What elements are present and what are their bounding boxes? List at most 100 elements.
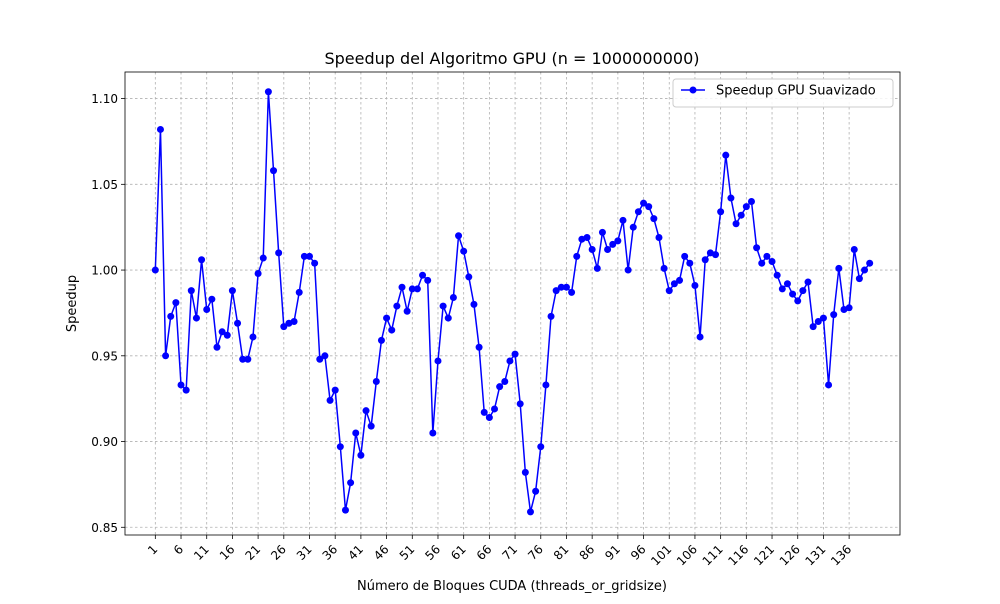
data-point	[434, 357, 442, 365]
y-tick-label: 0.85	[91, 521, 118, 535]
data-point	[547, 312, 555, 320]
data-point	[172, 299, 180, 307]
data-point	[609, 240, 617, 248]
x-tick-label: 11	[191, 542, 212, 563]
data-point	[198, 256, 206, 264]
data-point	[819, 314, 827, 322]
y-axis: 0.85 0.90 0.95 1.00 1.05 1.10	[91, 92, 125, 535]
data-point	[362, 407, 370, 415]
data-point	[449, 294, 457, 301]
data-point	[542, 381, 550, 389]
data-point	[413, 285, 421, 293]
data-point	[465, 273, 473, 281]
data-point	[604, 245, 612, 253]
data-point	[311, 259, 319, 267]
data-point	[203, 306, 211, 313]
x-axis-label: Número de Bloques CUDA (threads_or_grids…	[357, 579, 667, 594]
data-point	[372, 378, 380, 386]
data-point	[645, 203, 653, 211]
data-point	[259, 254, 267, 262]
data-point	[804, 278, 812, 286]
y-axis-label: Speedup	[65, 275, 80, 332]
data-point	[717, 208, 725, 216]
data-point	[727, 194, 735, 202]
data-point	[825, 381, 833, 389]
data-point	[393, 302, 401, 310]
data-point	[783, 280, 791, 288]
data-point	[573, 252, 581, 260]
x-tick-label: 56	[422, 542, 443, 563]
data-point	[866, 259, 874, 267]
x-tick-label: 126	[777, 542, 803, 568]
x-tick-label: 31	[294, 542, 315, 563]
x-tick-label: 101	[648, 542, 674, 568]
data-point	[670, 280, 678, 288]
data-point	[352, 429, 360, 437]
data-point	[742, 203, 750, 211]
data-point	[732, 220, 740, 228]
plot-area	[125, 72, 900, 535]
data-point	[773, 271, 781, 279]
data-point	[455, 232, 463, 240]
data-point	[218, 328, 226, 336]
data-point	[321, 352, 329, 360]
data-point	[234, 319, 242, 327]
data-point	[501, 378, 509, 386]
data-point	[192, 314, 200, 322]
x-axis: 1 6 11 16 21 26 31 36 41 46 51 56 61 66 71 76 81 86 91 96 10…	[145, 535, 854, 568]
x-tick-label: 36	[320, 542, 341, 563]
data-point	[593, 264, 601, 272]
data-point	[162, 352, 170, 360]
data-point	[737, 211, 745, 219]
data-point	[306, 252, 313, 260]
data-point	[177, 381, 185, 389]
data-point	[300, 252, 308, 260]
data-point	[403, 307, 411, 315]
data-point	[511, 350, 519, 358]
data-point	[213, 343, 221, 351]
y-tick-label: 0.90	[91, 435, 118, 449]
x-tick-label: 86	[577, 542, 598, 563]
x-tick-label: 131	[802, 542, 828, 568]
data-point	[676, 276, 684, 284]
data-point	[280, 323, 288, 331]
x-tick-label: 116	[725, 542, 751, 568]
data-point	[660, 264, 668, 272]
data-point	[552, 287, 560, 295]
data-point	[855, 275, 863, 283]
chart-title: Speedup del Algoritmo GPU (n = 100000000…	[324, 49, 699, 68]
data-point	[357, 451, 365, 459]
x-tick-label: 76	[525, 542, 546, 563]
plot-frame	[124, 71, 901, 536]
data-point	[629, 223, 637, 231]
data-point	[861, 266, 869, 274]
x-tick-label: 66	[474, 542, 495, 563]
x-tick-label: 96	[628, 542, 649, 563]
data-point	[208, 295, 216, 303]
data-point	[768, 257, 776, 265]
data-point	[264, 88, 272, 96]
data-point	[789, 290, 797, 298]
x-tick-label: 16	[217, 542, 238, 563]
legend-box	[672, 78, 894, 108]
data-point	[383, 314, 391, 322]
data-point	[614, 237, 622, 245]
x-tick-label: 71	[499, 542, 520, 563]
data-point	[182, 386, 190, 394]
data-point	[341, 506, 349, 514]
data-point	[747, 197, 755, 205]
x-tick-label: 91	[602, 542, 623, 563]
data-point	[316, 355, 324, 363]
data-point	[521, 468, 529, 476]
data-point	[696, 333, 704, 341]
data-point	[634, 208, 642, 216]
series-layer	[151, 88, 874, 516]
data-point	[470, 300, 478, 308]
data-point	[850, 245, 858, 253]
data-point	[568, 288, 576, 296]
x-tick-label: 6	[171, 542, 186, 557]
data-point	[156, 125, 164, 133]
data-point	[290, 318, 298, 326]
data-point	[377, 336, 385, 344]
